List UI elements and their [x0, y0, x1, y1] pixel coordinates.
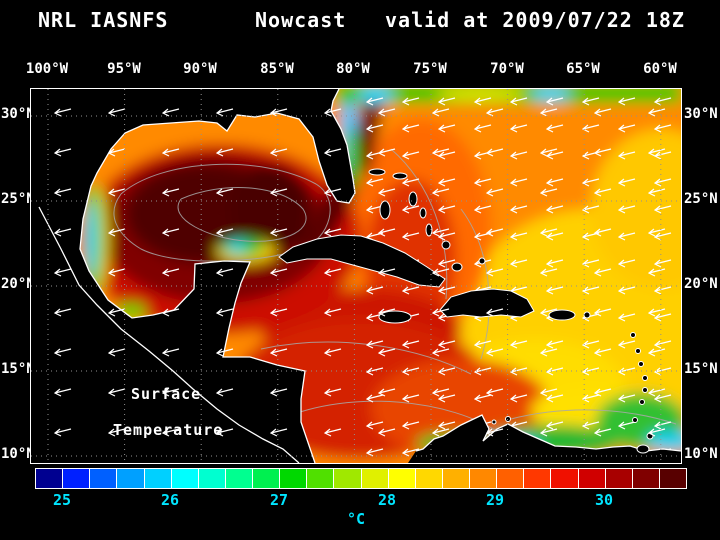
lat-label: 25°N — [684, 191, 718, 207]
title-product: Nowcast — [255, 8, 347, 32]
lat-label: 20°N — [684, 276, 718, 292]
lat-label: 30°N — [684, 106, 718, 122]
overlay-label-temperature: Temperature — [113, 421, 224, 439]
wind-vectors-sparse — [31, 89, 681, 463]
lat-label: 25°N — [1, 191, 35, 207]
colorbar-segment — [524, 469, 551, 488]
title-model: NRL IASNFS — [38, 8, 169, 32]
colorbar-segment — [90, 469, 117, 488]
colorbar-tick: 25 — [52, 491, 72, 509]
lat-label: 15°N — [684, 361, 718, 377]
colorbar-segment — [334, 469, 361, 488]
colorbar-segment — [415, 469, 442, 488]
colorbar-segment — [171, 469, 198, 488]
lon-label: 75°W — [413, 61, 447, 77]
colorbar-segment — [280, 469, 307, 488]
colorbar-unit: °C — [346, 510, 366, 528]
lon-label: 65°W — [566, 61, 600, 77]
lon-label: 60°W — [643, 61, 677, 77]
colorbar-segment — [253, 469, 280, 488]
colorbar-segment — [36, 469, 63, 488]
colorbar-segment — [551, 469, 578, 488]
lat-label: 20°N — [1, 276, 35, 292]
lat-label: 30°N — [1, 106, 35, 122]
lat-label: 15°N — [1, 361, 35, 377]
colorbar-segment — [307, 469, 334, 488]
colorbar-segment — [442, 469, 469, 488]
lon-label: 85°W — [260, 61, 294, 77]
colorbar-tick: 30 — [594, 491, 614, 509]
sst-map-canvas — [31, 89, 681, 463]
colorbar-tick: 28 — [377, 491, 397, 509]
colorbar-segment — [388, 469, 415, 488]
colorbar-swatches — [35, 468, 687, 489]
lon-label: 90°W — [183, 61, 217, 77]
lon-label: 80°W — [336, 61, 370, 77]
colorbar-segment — [198, 469, 225, 488]
colorbar-tick: 27 — [269, 491, 289, 509]
graticule — [31, 89, 681, 463]
colorbar-segment — [117, 469, 144, 488]
lon-label: 100°W — [25, 61, 69, 77]
lat-label: 10°N — [684, 446, 718, 462]
colorbar-segment — [63, 469, 90, 488]
colorbar-segment — [361, 469, 388, 488]
colorbar-segment — [632, 469, 659, 488]
colorbar-tick: 29 — [485, 491, 505, 509]
overlay-label-surface: Surface — [131, 385, 202, 403]
lat-label: 10°N — [1, 446, 35, 462]
colorbar-tick: 26 — [160, 491, 180, 509]
colorbar-segment — [497, 469, 524, 488]
colorbar-segment — [659, 469, 686, 488]
lon-label: 95°W — [107, 61, 141, 77]
colorbar-segment — [225, 469, 252, 488]
colorbar-segment — [144, 469, 171, 488]
colorbar-segment — [605, 469, 632, 488]
colorbar-segment — [578, 469, 605, 488]
sst-map: Surface Temperature — [30, 88, 682, 464]
lon-label: 70°W — [490, 61, 524, 77]
title-valid: valid at 2009/07/22 18Z — [385, 8, 685, 32]
colorbar-segment — [470, 469, 497, 488]
